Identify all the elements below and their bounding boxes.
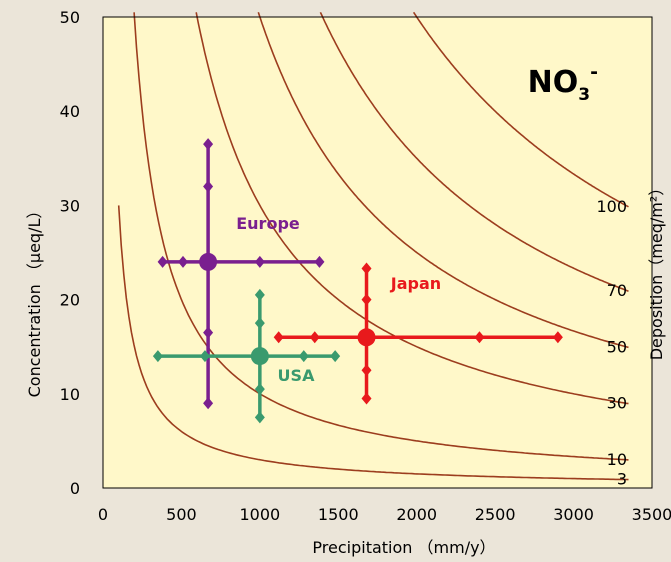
concentration-marker bbox=[361, 364, 372, 377]
precipitation-marker bbox=[177, 255, 188, 268]
isoline-label-70: 70 bbox=[607, 281, 627, 300]
y-tick-label: 20 bbox=[60, 291, 80, 310]
series-label-europe: Europe bbox=[236, 214, 300, 233]
regional-series: Europe USA Japan bbox=[152, 138, 563, 424]
precipitation-marker bbox=[273, 331, 284, 344]
concentration-marker bbox=[203, 326, 214, 339]
concentration-marker bbox=[203, 138, 214, 151]
precipitation-marker bbox=[314, 255, 325, 268]
y-tick-label: 0 bbox=[70, 479, 80, 498]
x-tick-label: 1500 bbox=[318, 505, 359, 524]
series-label-usa: USA bbox=[278, 366, 316, 385]
x-tick-label: 3000 bbox=[553, 505, 594, 524]
isoline-50 bbox=[257, 12, 629, 349]
x-tick-label: 500 bbox=[166, 505, 197, 524]
isoline-labels: 310 30 50 70 100 bbox=[596, 197, 627, 489]
y-tick-label: 40 bbox=[60, 102, 80, 121]
y-axis-label: Concentration （μeq/L） bbox=[25, 203, 44, 398]
concentration-marker bbox=[203, 180, 214, 193]
concentration-marker bbox=[254, 411, 265, 424]
isoline-100 bbox=[412, 11, 629, 208]
precipitation-marker bbox=[199, 350, 210, 363]
precipitation-marker bbox=[330, 350, 341, 363]
precipitation-marker bbox=[309, 331, 320, 344]
x-tick-label: 0 bbox=[98, 505, 108, 524]
y-tick-label: 50 bbox=[60, 8, 80, 27]
y-tick-label: 30 bbox=[60, 196, 80, 215]
y-axis: 0 10 20 30 40 50 bbox=[60, 8, 80, 498]
center-point bbox=[250, 347, 269, 366]
precipitation-marker bbox=[474, 331, 485, 344]
title-main: NO bbox=[528, 65, 579, 100]
concentration-marker bbox=[203, 397, 214, 410]
plot-area bbox=[103, 17, 652, 488]
concentration-marker bbox=[254, 288, 265, 301]
title-subscript: 3 bbox=[578, 85, 590, 105]
x-axis: 0 500 1000 1500 2000 2500 3000 3500 bbox=[98, 505, 671, 524]
isoline-label-50: 50 bbox=[607, 337, 627, 356]
x-axis-label: Precipitation （mm/y） bbox=[312, 538, 495, 557]
concentration-marker bbox=[361, 392, 372, 405]
plot-frame bbox=[102, 16, 653, 489]
series-usa: USA bbox=[152, 288, 341, 424]
x-tick-label: 3500 bbox=[632, 505, 671, 524]
title-superscript: - bbox=[590, 61, 598, 83]
isoline-label-10: 10 bbox=[607, 450, 627, 469]
isoline-label-3: 3 bbox=[617, 470, 627, 489]
isoline-3 bbox=[117, 205, 629, 481]
series-europe: Europe bbox=[157, 138, 325, 410]
isoline-70 bbox=[319, 11, 629, 292]
precipitation-marker bbox=[254, 255, 265, 268]
x-tick-label: 1000 bbox=[239, 505, 280, 524]
precipitation-marker bbox=[157, 255, 168, 268]
concentration-marker bbox=[361, 262, 372, 275]
x-tick-label: 2000 bbox=[396, 505, 437, 524]
center-point bbox=[357, 328, 376, 347]
right-axis-label: Deposition（meq/m²） bbox=[647, 180, 666, 361]
isoline-label-100: 100 bbox=[596, 197, 627, 216]
precipitation-marker bbox=[152, 350, 163, 363]
y-tick-label: 10 bbox=[60, 385, 80, 404]
isoline-30 bbox=[195, 12, 629, 405]
center-point bbox=[199, 252, 218, 271]
concentration-marker bbox=[254, 317, 265, 330]
precipitation-marker bbox=[298, 350, 309, 363]
series-label-japan: Japan bbox=[390, 274, 441, 293]
x-tick-label: 2500 bbox=[475, 505, 516, 524]
concentration-marker bbox=[361, 293, 372, 306]
concentration-marker bbox=[254, 383, 265, 396]
series-japan: Japan bbox=[273, 262, 563, 405]
isoline-label-30: 30 bbox=[607, 394, 627, 413]
chart-title: NO3- bbox=[528, 61, 598, 105]
precipitation-marker bbox=[552, 331, 563, 344]
